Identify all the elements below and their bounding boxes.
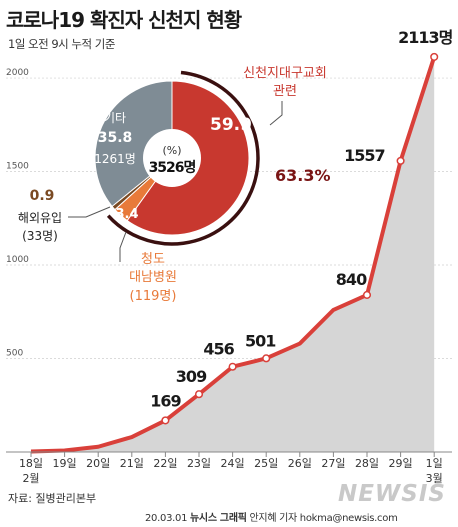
- x-tick-label: 1일: [426, 456, 443, 470]
- label-shincheonji-1: 신천지대구교회: [243, 66, 327, 81]
- pie-center: [143, 129, 201, 187]
- x-tick-label: 28일: [355, 456, 379, 470]
- x-tick-label: 18일: [19, 456, 43, 470]
- data-point: [362, 290, 372, 299]
- data-point: [430, 52, 439, 61]
- data-label: 1557: [344, 146, 385, 165]
- pie-value-overseas: 0.9: [30, 188, 55, 204]
- x-tick-label: 21일: [120, 456, 144, 470]
- leader-overseas: [68, 206, 111, 218]
- label-shincheonji-2: 관련: [273, 84, 297, 99]
- chart-subtitle: 1일 오전 9시 누적 기준: [8, 37, 115, 51]
- source-note: 자료: 질병관리본부: [8, 492, 97, 505]
- pie-label-other: 기타: [104, 111, 126, 125]
- area-fill: [31, 56, 435, 452]
- credit-line: 20.03.01 뉴시스 그래픽 안지혜 기자 hokma@newsis.com: [145, 509, 398, 524]
- y-tick-label: 2000: [6, 68, 29, 78]
- label-cheongdo-2: 대남병원: [129, 270, 177, 285]
- data-label: 456: [203, 340, 234, 359]
- credit-date: 20.03.01: [145, 513, 188, 524]
- x-tick-label: 26일: [288, 456, 312, 470]
- pie-slice-other: [94, 80, 173, 208]
- pie-label-overseas: 해외유입: [18, 211, 62, 225]
- x-tick-label: 25일: [254, 456, 278, 470]
- x-tick-label: 22일: [153, 456, 177, 470]
- data-label: 501: [245, 331, 276, 350]
- data-point: [194, 390, 204, 399]
- credit-author: 안지혜 기자: [249, 513, 298, 524]
- pie-center-total: 3526명: [149, 159, 196, 176]
- pie-value-other: 35.8: [98, 130, 133, 146]
- pie-count-cheongdo: (119명): [130, 289, 177, 304]
- x-tick-label: 23일: [187, 456, 211, 470]
- data-point: [161, 416, 170, 425]
- combined-bracket: [106, 70, 260, 246]
- month-label: 3월: [426, 472, 443, 485]
- x-tick-label: 24일: [221, 456, 245, 470]
- x-tick-label: 19일: [53, 456, 77, 470]
- pie-count-other: 1261명: [94, 152, 136, 166]
- credit-agency: 뉴시스 그래픽: [190, 513, 247, 524]
- x-tick-label: 29일: [389, 456, 413, 470]
- x-tick-label: 27일: [321, 456, 345, 470]
- data-point: [396, 156, 405, 165]
- data-label: 309: [176, 367, 207, 386]
- pie-value-shincheonji: 59.9: [210, 115, 252, 135]
- y-tick-label: 1000: [6, 255, 29, 265]
- label-cheongdo-1: 청도: [141, 252, 165, 267]
- leader-cheongdo: [119, 231, 127, 262]
- data-label: 169: [150, 391, 181, 410]
- leader-shincheonji: [269, 101, 283, 126]
- combined-percent: 63.3%: [275, 166, 331, 185]
- data-label: 840: [336, 270, 367, 289]
- x-tick-label: 20일: [86, 456, 110, 470]
- data-point: [228, 362, 237, 371]
- month-label: 2월: [22, 472, 39, 485]
- pie-count-overseas: (33명): [22, 229, 58, 243]
- newsis-watermark: NEWSIS: [337, 481, 446, 507]
- data-label: 2113명: [398, 28, 453, 47]
- chart-title: 코로나19 확진자 신천지 현황: [6, 8, 242, 32]
- pie-center-unit: (%): [162, 144, 181, 157]
- pie-value-cheongdo: 3.4: [115, 207, 138, 222]
- credit-email: hokma@newsis.com: [299, 513, 398, 524]
- y-tick-label: 500: [6, 349, 23, 359]
- y-tick-label: 1500: [6, 162, 29, 172]
- data-point: [262, 354, 271, 363]
